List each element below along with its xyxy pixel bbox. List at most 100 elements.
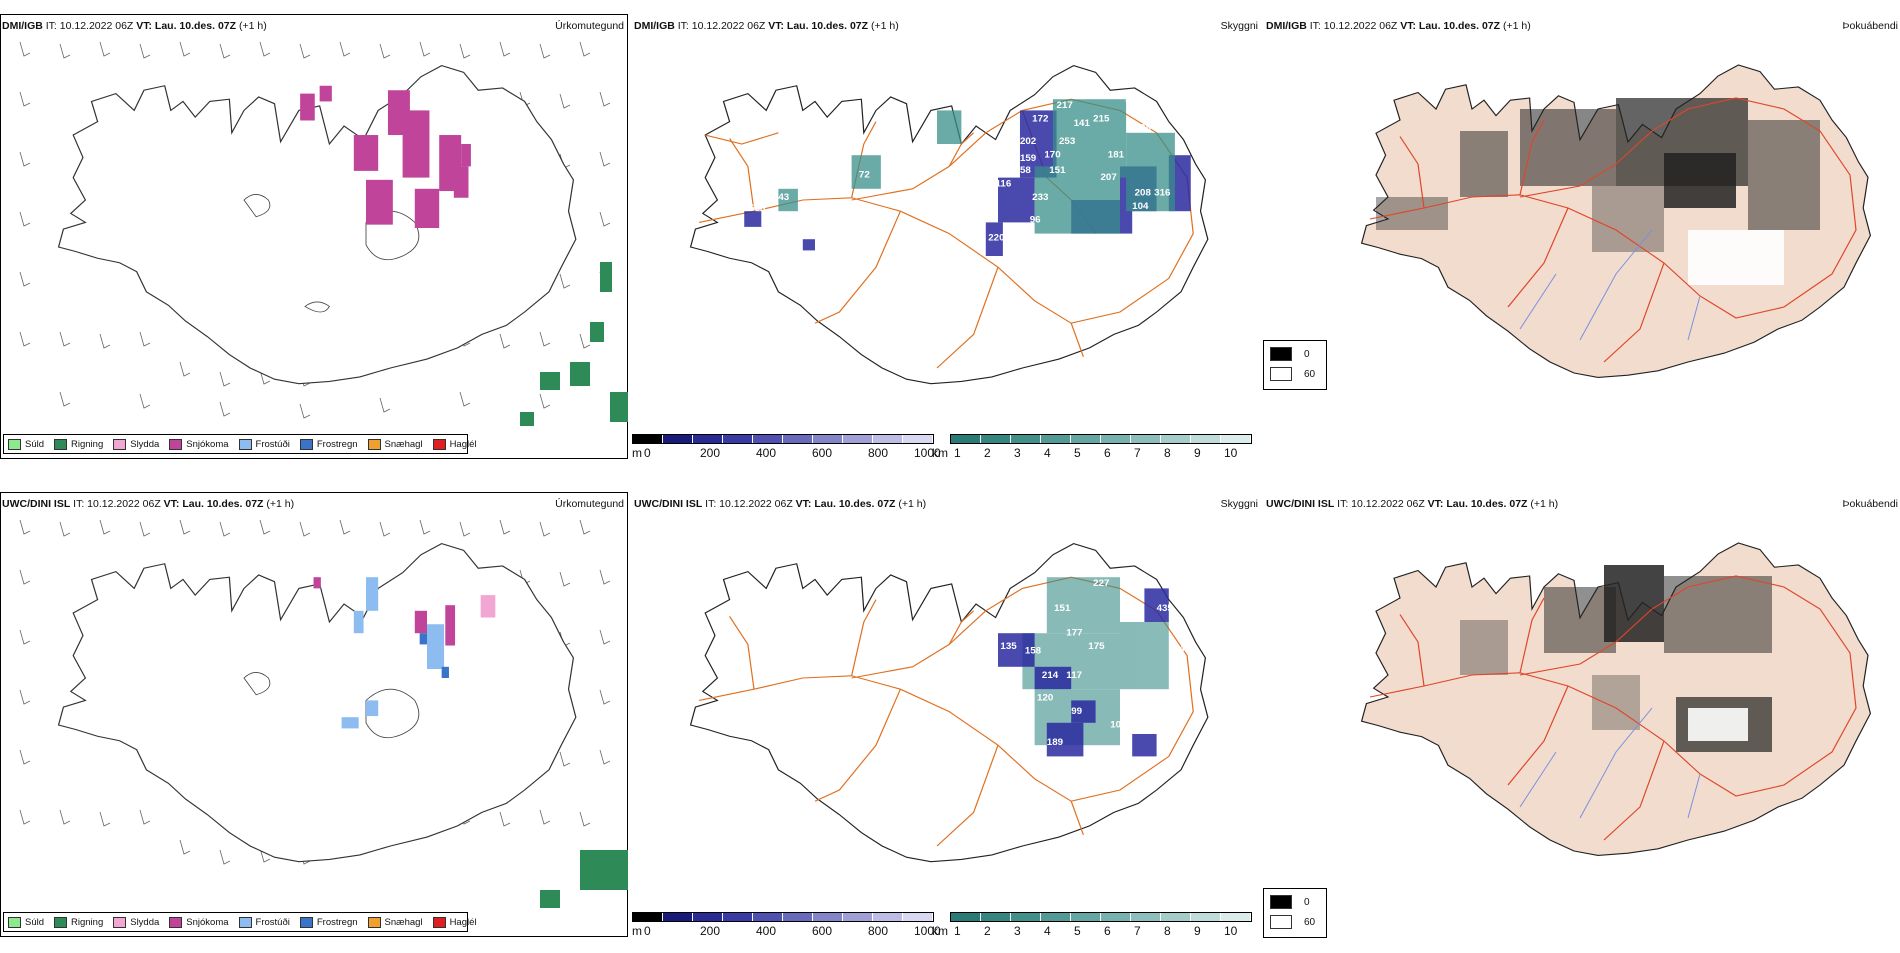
legend-label: Haglél xyxy=(449,438,477,450)
legend-item: Frostregn xyxy=(299,916,358,928)
height-tick: 600 xyxy=(812,924,833,938)
fog-swatch-black xyxy=(1270,347,1292,361)
model-name: UWC/DINI ISL xyxy=(2,498,71,510)
legend-swatch xyxy=(169,438,183,450)
legend-label: Frostregn xyxy=(316,438,358,450)
svg-text:181: 181 xyxy=(1108,150,1124,160)
fog-map xyxy=(1360,542,1872,857)
vis-tick: 10 xyxy=(1224,446,1238,460)
legend-swatch xyxy=(169,916,183,928)
legend-label: Haglél xyxy=(449,916,477,928)
panel-header: UWC/DINI ISL IT: 10.12.2022 06Z VT: Lau.… xyxy=(1266,498,1558,510)
svg-text:104: 104 xyxy=(1132,201,1149,211)
init-time: IT: 10.12.2022 06Z xyxy=(1334,498,1428,510)
road-network xyxy=(698,576,1194,847)
svg-text:208: 208 xyxy=(1135,188,1151,198)
legend-swatch xyxy=(8,916,21,928)
svg-text:170: 170 xyxy=(1044,150,1060,160)
vis-labels: 227 151 435 177 175 135 158 214 117 120 … xyxy=(1000,579,1185,748)
row-top: DMI/IGB IT: 10.12.2022 06Z VT: Lau. 10.d… xyxy=(0,0,1900,475)
legend-item: Snjókoma xyxy=(169,916,229,928)
svg-text:108: 108 xyxy=(1135,123,1151,133)
svg-text:99: 99 xyxy=(1071,706,1082,716)
model-name: UWC/DINI ISL xyxy=(1266,498,1335,510)
svg-text:117: 117 xyxy=(1039,242,1055,252)
fog-swatch-white xyxy=(1270,915,1292,929)
model-name: DMI/IGB xyxy=(2,20,43,32)
visibility-panel: DMI/IGB IT: 10.12.2022 06Z VT: Lau. 10.d… xyxy=(632,0,1262,470)
vis-tick: 9 xyxy=(1194,924,1201,938)
precip-map xyxy=(19,41,628,426)
map-frame xyxy=(0,14,628,459)
legend-label: Snæhagl xyxy=(384,916,423,928)
freezing-rain-areas xyxy=(419,633,449,678)
height-tick: 800 xyxy=(868,446,889,460)
fog-shading xyxy=(1376,98,1820,285)
legend-swatch xyxy=(432,916,446,928)
legend-item: Súld xyxy=(8,916,44,928)
svg-text:72: 72 xyxy=(859,170,870,180)
svg-text:104: 104 xyxy=(1110,720,1127,730)
fog-legend-max: 60 xyxy=(1304,916,1316,928)
legend-label: Súld xyxy=(25,438,45,450)
model-name: DMI/IGB xyxy=(634,20,675,32)
road-network xyxy=(1369,97,1857,363)
legend-label: Snæhagl xyxy=(384,438,423,450)
panel-header: UWC/DINI ISL IT: 10.12.2022 06Z VT: Lau.… xyxy=(2,498,294,510)
legend-swatch xyxy=(238,916,252,928)
svg-text:130: 130 xyxy=(1125,94,1141,104)
panel-header: DMI/IGB IT: 10.12.2022 06Z VT: Lau. 10.d… xyxy=(634,20,899,32)
legend-item: Haglél xyxy=(432,916,477,928)
svg-text:217: 217 xyxy=(1057,101,1073,111)
legend-swatch xyxy=(113,916,127,928)
vis-tick: 3 xyxy=(1014,446,1021,460)
legend-item: Súld xyxy=(8,438,45,450)
svg-text:159: 159 xyxy=(1020,153,1036,163)
init-time: IT: 10.12.2022 06Z xyxy=(70,498,164,510)
valid-time: VT: Lau. 10.des. 07Z xyxy=(136,20,237,32)
legend-item: Frostregn xyxy=(299,438,358,450)
row-bottom: UWC/DINI ISL IT: 10.12.2022 06Z VT: Lau.… xyxy=(0,478,1900,953)
svg-text:175: 175 xyxy=(1047,262,1063,272)
rain-areas xyxy=(540,850,628,908)
height-colorbar xyxy=(632,912,934,922)
svg-text:158: 158 xyxy=(1025,646,1041,656)
visibility-panel: UWC/DINI ISL IT: 10.12.2022 06Z VT: Lau.… xyxy=(632,478,1262,948)
precip-type-legend: Súld Rigning Slydda Snjókoma Frostúði Frostre… xyxy=(3,434,477,454)
height-tick: 1000 xyxy=(914,446,941,460)
legend-swatch xyxy=(238,438,252,450)
lead-time: (+1 h) xyxy=(868,20,899,32)
height-tick: 600 xyxy=(812,446,833,460)
legend-item: Rigning xyxy=(54,438,103,450)
svg-text:233: 233 xyxy=(1032,192,1048,202)
svg-text:316: 316 xyxy=(1154,188,1170,198)
lead-time: (+1 h) xyxy=(1500,20,1531,32)
vis-tick: 6 xyxy=(1104,446,1111,460)
legend-label: Frostregn xyxy=(316,916,358,928)
fog-legend-max: 60 xyxy=(1304,368,1316,380)
svg-text:120: 120 xyxy=(1037,693,1053,703)
panel-header: DMI/IGB IT: 10.12.2022 06Z VT: Lau. 10.d… xyxy=(1266,20,1531,32)
fog-shading xyxy=(1460,565,1772,752)
legend-swatch xyxy=(432,438,446,450)
height-tick: 400 xyxy=(756,446,777,460)
svg-text:192: 192 xyxy=(1061,246,1077,256)
legend-item: Slydda xyxy=(113,916,159,928)
visibility-map: 217 215 130 172 141 108 202 253 159 170 … xyxy=(689,64,1209,385)
panel-title: Þokuábendi xyxy=(1842,20,1898,32)
visibility-colorbar xyxy=(950,434,1252,444)
svg-text:202: 202 xyxy=(1020,136,1036,146)
legend-item: Frostúði xyxy=(238,438,290,450)
fog-legend-min: 0 xyxy=(1304,896,1310,908)
init-time: IT: 10.12.2022 06Z xyxy=(1306,20,1401,32)
svg-text:43: 43 xyxy=(778,192,789,202)
svg-text:135: 135 xyxy=(1000,641,1016,651)
panel-title: Úrkomutegund xyxy=(555,498,624,510)
vis-tick: 5 xyxy=(1074,924,1081,938)
vis-tick: 10 xyxy=(1224,924,1238,938)
panel-title: Skyggni xyxy=(1220,20,1258,32)
vis-labels: 217 215 130 172 141 108 202 253 159 170 … xyxy=(749,94,1170,272)
snow-areas xyxy=(300,85,471,228)
svg-text:151: 151 xyxy=(1054,603,1070,613)
rivers xyxy=(1519,707,1701,819)
